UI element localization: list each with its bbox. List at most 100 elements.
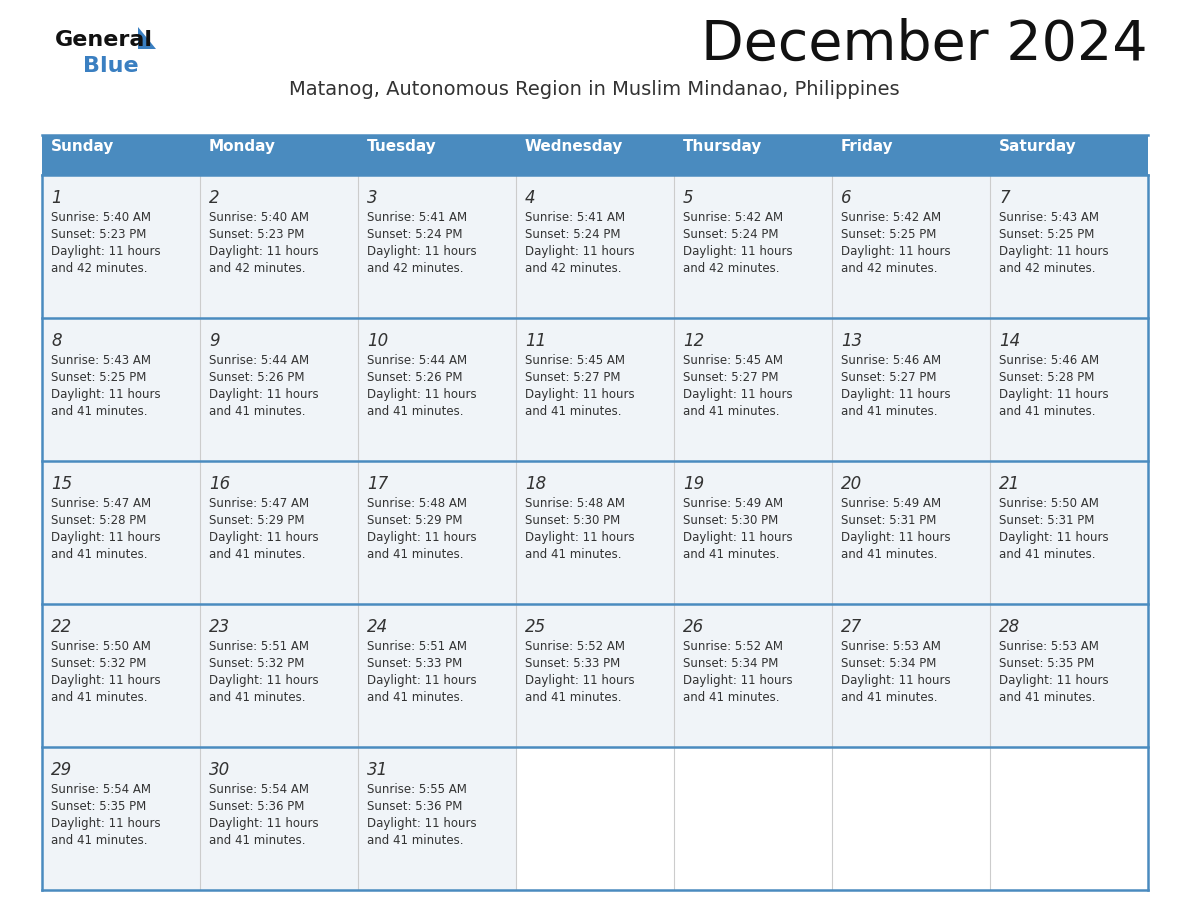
Text: 28: 28 <box>999 618 1020 636</box>
Text: 24: 24 <box>367 618 388 636</box>
Text: Daylight: 11 hours: Daylight: 11 hours <box>51 388 160 401</box>
Text: Sunset: 5:27 PM: Sunset: 5:27 PM <box>525 371 620 384</box>
Text: General: General <box>55 30 153 50</box>
Text: and 41 minutes.: and 41 minutes. <box>525 691 621 704</box>
Text: Sunrise: 5:51 AM: Sunrise: 5:51 AM <box>209 640 309 653</box>
Text: Sunrise: 5:54 AM: Sunrise: 5:54 AM <box>209 783 309 796</box>
Text: Sunset: 5:25 PM: Sunset: 5:25 PM <box>51 371 146 384</box>
Text: Sunset: 5:29 PM: Sunset: 5:29 PM <box>209 514 304 527</box>
Text: Sunrise: 5:47 AM: Sunrise: 5:47 AM <box>209 497 309 510</box>
Text: Sunset: 5:27 PM: Sunset: 5:27 PM <box>683 371 778 384</box>
Text: Sunrise: 5:50 AM: Sunrise: 5:50 AM <box>51 640 151 653</box>
Bar <box>42 461 1148 604</box>
Text: Sunrise: 5:41 AM: Sunrise: 5:41 AM <box>367 211 467 224</box>
Text: Wednesday: Wednesday <box>525 139 624 154</box>
Text: Tuesday: Tuesday <box>367 139 437 154</box>
Text: Sunrise: 5:50 AM: Sunrise: 5:50 AM <box>999 497 1099 510</box>
Text: 19: 19 <box>683 475 704 493</box>
Text: and 41 minutes.: and 41 minutes. <box>51 834 147 847</box>
Bar <box>42 318 1148 461</box>
Bar <box>42 175 1148 318</box>
Text: Sunrise: 5:52 AM: Sunrise: 5:52 AM <box>683 640 783 653</box>
Text: Sunrise: 5:49 AM: Sunrise: 5:49 AM <box>841 497 941 510</box>
Text: Sunrise: 5:43 AM: Sunrise: 5:43 AM <box>51 354 151 367</box>
Text: and 41 minutes.: and 41 minutes. <box>51 405 147 418</box>
Text: and 41 minutes.: and 41 minutes. <box>999 691 1095 704</box>
Text: Daylight: 11 hours: Daylight: 11 hours <box>841 674 950 687</box>
Text: 9: 9 <box>209 332 220 350</box>
Text: Daylight: 11 hours: Daylight: 11 hours <box>999 245 1108 258</box>
Text: Daylight: 11 hours: Daylight: 11 hours <box>525 674 634 687</box>
Text: Daylight: 11 hours: Daylight: 11 hours <box>209 388 318 401</box>
Text: December 2024: December 2024 <box>701 18 1148 72</box>
Text: Sunset: 5:33 PM: Sunset: 5:33 PM <box>525 657 620 670</box>
Text: Saturday: Saturday <box>999 139 1076 154</box>
Text: Sunrise: 5:40 AM: Sunrise: 5:40 AM <box>209 211 309 224</box>
Text: 16: 16 <box>209 475 230 493</box>
Text: Thursday: Thursday <box>683 139 763 154</box>
Text: Sunrise: 5:48 AM: Sunrise: 5:48 AM <box>367 497 467 510</box>
Text: Daylight: 11 hours: Daylight: 11 hours <box>999 531 1108 544</box>
Text: 26: 26 <box>683 618 704 636</box>
Text: Sunrise: 5:49 AM: Sunrise: 5:49 AM <box>683 497 783 510</box>
Text: 20: 20 <box>841 475 862 493</box>
Text: and 41 minutes.: and 41 minutes. <box>841 691 937 704</box>
Bar <box>358 135 516 175</box>
Text: 3: 3 <box>367 189 378 207</box>
Text: 27: 27 <box>841 618 862 636</box>
Text: Friday: Friday <box>841 139 893 154</box>
Text: Daylight: 11 hours: Daylight: 11 hours <box>367 388 476 401</box>
Text: Sunset: 5:26 PM: Sunset: 5:26 PM <box>367 371 462 384</box>
Bar <box>42 747 1148 890</box>
Text: Daylight: 11 hours: Daylight: 11 hours <box>683 388 792 401</box>
Text: Sunrise: 5:46 AM: Sunrise: 5:46 AM <box>999 354 1099 367</box>
Text: and 41 minutes.: and 41 minutes. <box>209 691 305 704</box>
Text: Sunset: 5:25 PM: Sunset: 5:25 PM <box>841 228 936 241</box>
Text: Sunset: 5:24 PM: Sunset: 5:24 PM <box>683 228 778 241</box>
Text: 18: 18 <box>525 475 546 493</box>
Text: and 42 minutes.: and 42 minutes. <box>999 262 1095 275</box>
Bar <box>516 747 674 890</box>
Text: Daylight: 11 hours: Daylight: 11 hours <box>525 531 634 544</box>
Text: Sunrise: 5:51 AM: Sunrise: 5:51 AM <box>367 640 467 653</box>
Text: and 41 minutes.: and 41 minutes. <box>999 548 1095 561</box>
Text: and 41 minutes.: and 41 minutes. <box>51 548 147 561</box>
Text: Daylight: 11 hours: Daylight: 11 hours <box>367 674 476 687</box>
Text: and 41 minutes.: and 41 minutes. <box>51 691 147 704</box>
Text: Sunset: 5:31 PM: Sunset: 5:31 PM <box>841 514 936 527</box>
Text: Sunrise: 5:48 AM: Sunrise: 5:48 AM <box>525 497 625 510</box>
Text: Sunrise: 5:44 AM: Sunrise: 5:44 AM <box>367 354 467 367</box>
Text: and 41 minutes.: and 41 minutes. <box>999 405 1095 418</box>
Text: Sunset: 5:28 PM: Sunset: 5:28 PM <box>51 514 146 527</box>
Bar <box>832 747 990 890</box>
Text: Daylight: 11 hours: Daylight: 11 hours <box>841 531 950 544</box>
Text: Blue: Blue <box>83 56 139 76</box>
Text: and 42 minutes.: and 42 minutes. <box>367 262 463 275</box>
Text: Sunrise: 5:43 AM: Sunrise: 5:43 AM <box>999 211 1099 224</box>
Text: Sunset: 5:36 PM: Sunset: 5:36 PM <box>209 800 304 813</box>
Text: Sunrise: 5:44 AM: Sunrise: 5:44 AM <box>209 354 309 367</box>
Text: Daylight: 11 hours: Daylight: 11 hours <box>525 388 634 401</box>
Text: Sunset: 5:26 PM: Sunset: 5:26 PM <box>209 371 304 384</box>
Text: Sunset: 5:35 PM: Sunset: 5:35 PM <box>999 657 1094 670</box>
Text: Sunday: Sunday <box>51 139 114 154</box>
Text: Sunset: 5:36 PM: Sunset: 5:36 PM <box>367 800 462 813</box>
Text: 25: 25 <box>525 618 546 636</box>
Text: Sunrise: 5:53 AM: Sunrise: 5:53 AM <box>841 640 941 653</box>
Text: Sunrise: 5:45 AM: Sunrise: 5:45 AM <box>683 354 783 367</box>
Text: 8: 8 <box>51 332 62 350</box>
Text: Sunrise: 5:54 AM: Sunrise: 5:54 AM <box>51 783 151 796</box>
Text: Sunrise: 5:52 AM: Sunrise: 5:52 AM <box>525 640 625 653</box>
Text: Sunrise: 5:46 AM: Sunrise: 5:46 AM <box>841 354 941 367</box>
Text: Daylight: 11 hours: Daylight: 11 hours <box>51 531 160 544</box>
Text: Daylight: 11 hours: Daylight: 11 hours <box>999 388 1108 401</box>
Text: and 41 minutes.: and 41 minutes. <box>525 548 621 561</box>
Text: and 42 minutes.: and 42 minutes. <box>841 262 937 275</box>
Text: and 42 minutes.: and 42 minutes. <box>683 262 779 275</box>
Text: Sunset: 5:34 PM: Sunset: 5:34 PM <box>841 657 936 670</box>
Text: Sunset: 5:34 PM: Sunset: 5:34 PM <box>683 657 778 670</box>
Polygon shape <box>138 27 156 49</box>
Text: Sunset: 5:32 PM: Sunset: 5:32 PM <box>209 657 304 670</box>
Text: Daylight: 11 hours: Daylight: 11 hours <box>51 674 160 687</box>
Text: Daylight: 11 hours: Daylight: 11 hours <box>841 245 950 258</box>
